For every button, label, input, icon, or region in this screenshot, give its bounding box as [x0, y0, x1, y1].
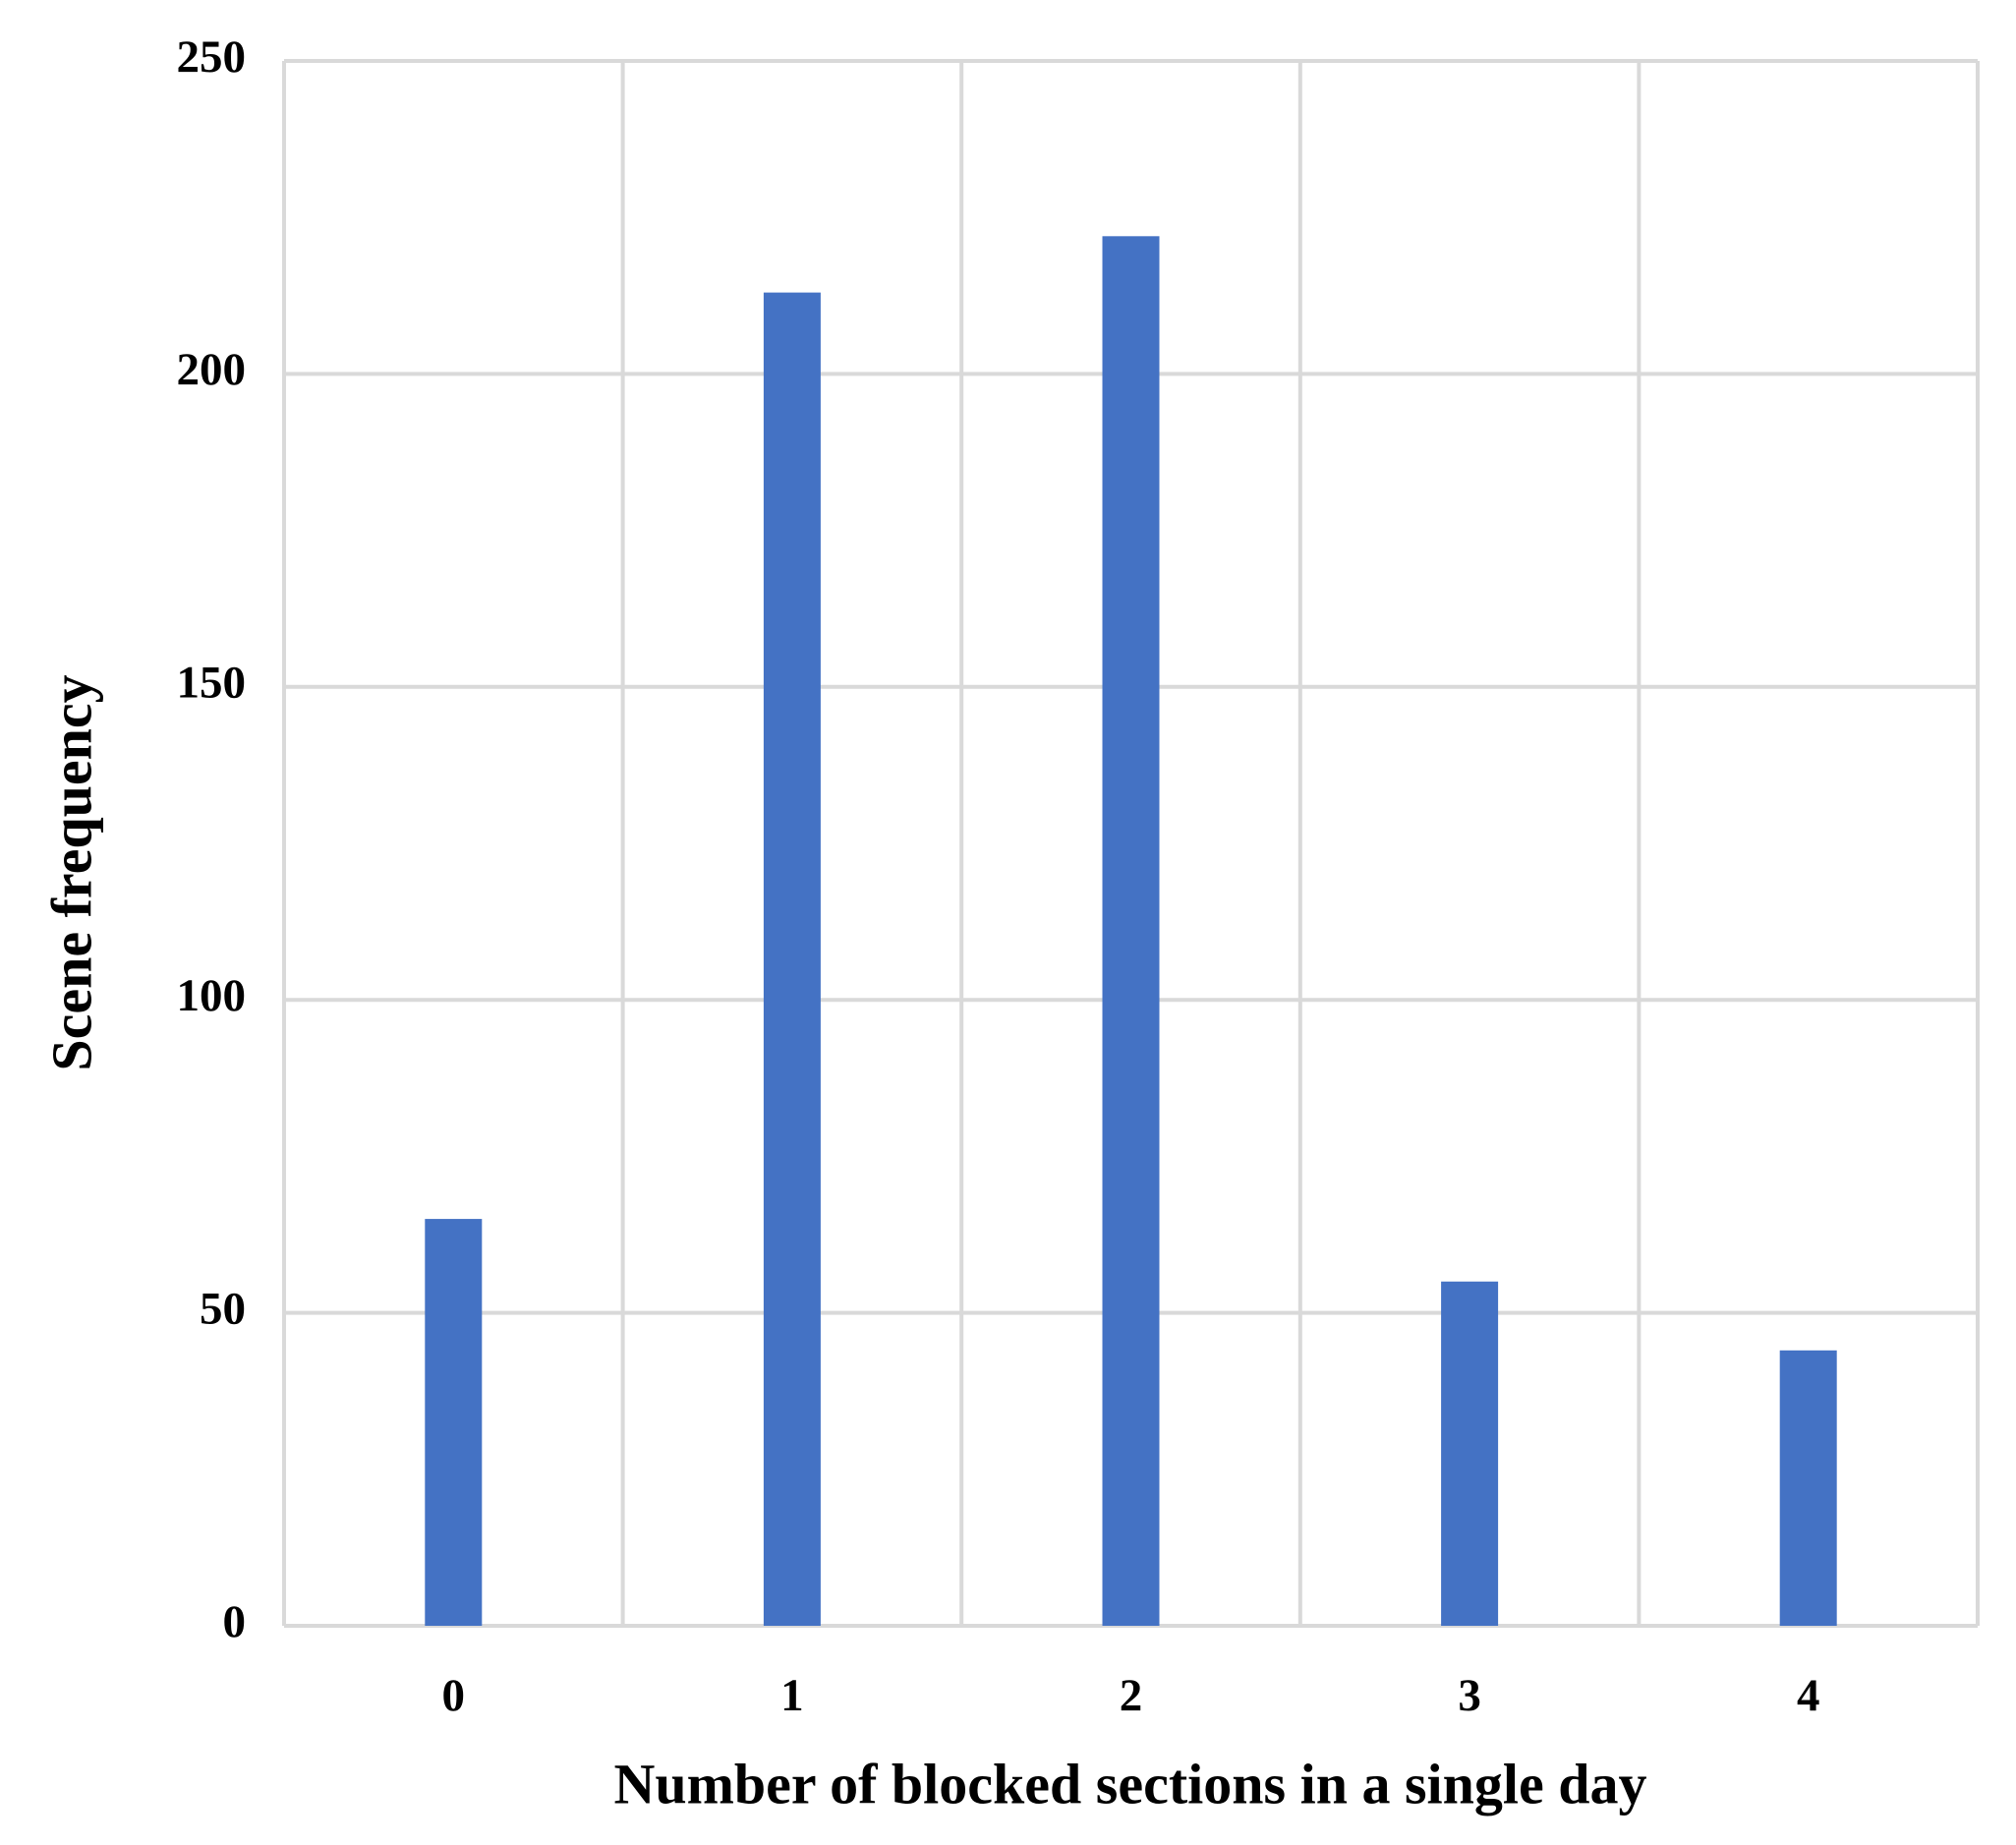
- y-tick-label: 0: [223, 1596, 247, 1647]
- x-tick-label: 1: [780, 1670, 804, 1721]
- bar: [1441, 1281, 1499, 1626]
- x-tick-label: 3: [1458, 1670, 1481, 1721]
- y-tick-label: 250: [177, 31, 247, 83]
- x-tick-label: 0: [442, 1670, 466, 1721]
- x-tick-label: 2: [1120, 1670, 1143, 1721]
- bar: [1779, 1350, 1837, 1626]
- y-tick-label: 100: [177, 970, 247, 1021]
- x-tick-label: 4: [1797, 1670, 1820, 1721]
- y-tick-label: 150: [177, 658, 247, 709]
- y-tick-label: 200: [177, 344, 247, 395]
- bar: [763, 292, 821, 1627]
- bar: [425, 1219, 483, 1626]
- bar: [1102, 236, 1160, 1627]
- y-axis-title: Scene frequency: [39, 674, 103, 1070]
- x-axis-title: Number of blocked sections in a single d…: [613, 1752, 1646, 1816]
- y-tick-label: 50: [200, 1283, 246, 1334]
